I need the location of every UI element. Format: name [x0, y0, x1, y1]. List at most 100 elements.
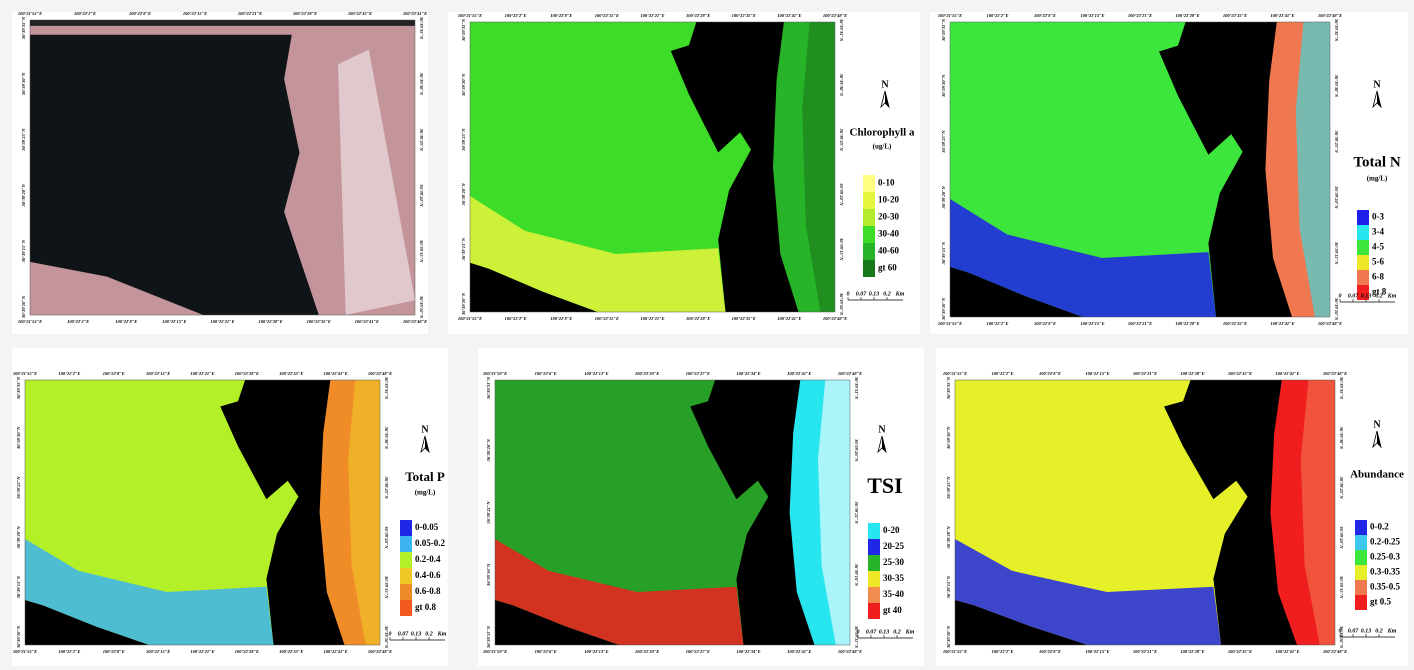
- coord-label: 100°22′6″E: [535, 371, 557, 376]
- north-label: N: [881, 79, 889, 90]
- coord-label: 36°39′10″N: [941, 297, 946, 321]
- legend-label: gt 8: [1372, 287, 1387, 297]
- coord-label: 36°39′25″N: [419, 127, 424, 151]
- scale-label: Km: [437, 631, 447, 637]
- coord-label: 100°22′28″E: [235, 649, 259, 654]
- coord-label: 100°22′41″E: [1275, 649, 1299, 654]
- coord-label: 100°22′8″E: [103, 371, 125, 376]
- coord-label: 36°39′25″N: [16, 476, 21, 500]
- legend-swatch: [1357, 210, 1369, 225]
- coord-label: 100°22′8″E: [103, 649, 125, 654]
- coord-label: 100°22′21″E: [238, 11, 262, 16]
- coord-label: 36°39′15″N: [21, 239, 26, 263]
- coord-label: 36°39′26″N: [854, 438, 859, 462]
- scale-label: 0.13: [869, 291, 880, 297]
- scale-label: 0.07: [1348, 293, 1360, 299]
- scale-label: Km: [1387, 293, 1397, 299]
- north-label: N: [1373, 419, 1381, 430]
- coord-label: 100°21′59″E: [483, 371, 507, 376]
- legend-label: 0.35-0.5: [1370, 582, 1400, 592]
- coord-label: 100°22′41″E: [323, 371, 347, 376]
- coord-label: 36°39′10″N: [946, 625, 951, 649]
- legend-label: 6-8: [1372, 272, 1384, 282]
- coord-label: 100°22′48″E: [1323, 371, 1347, 376]
- coord-label: 100°22′41″E: [787, 371, 811, 376]
- scale-label: 0.13: [1361, 293, 1372, 299]
- coord-label: 36°39′16″N: [854, 563, 859, 587]
- coord-label: 100°22′41″E: [1270, 321, 1294, 326]
- coord-label: 36°39′25″N: [1334, 129, 1339, 153]
- coord-label: 36°39′21″N: [486, 501, 491, 525]
- east-strip-inner: [1295, 22, 1330, 317]
- legend-label: 0.4-0.6: [415, 570, 441, 580]
- coord-label: 100°22′48″E: [368, 371, 392, 376]
- coord-label: 36°39′35″N: [461, 18, 466, 42]
- legend-label: 30-40: [878, 229, 899, 239]
- coord-label: 36°39′30″N: [839, 73, 844, 97]
- coord-label: 36°39′20″N: [946, 526, 951, 550]
- coord-label: 100°21′55″E: [938, 13, 962, 18]
- scale-label: 0.2: [1375, 293, 1383, 299]
- coord-label: 36°39′30″N: [946, 426, 951, 450]
- coord-label: 36°39′35″N: [1339, 376, 1344, 400]
- coord-label: 36°39′25″N: [461, 128, 466, 152]
- coord-label: 100°21′55″E: [18, 11, 42, 16]
- legend-label: 0.2-0.25: [1370, 537, 1400, 547]
- coord-label: 36°39′30″N: [1334, 74, 1339, 98]
- coord-label: 36°39′15″N: [839, 237, 844, 261]
- coord-label: 100°21′55″E: [938, 321, 962, 326]
- legend-swatch: [1355, 565, 1367, 580]
- legend-label: 0-0.05: [415, 522, 439, 532]
- legend-title: Total N: [1353, 154, 1401, 170]
- scale-label: 0.13: [1361, 628, 1372, 634]
- coord-label: 100°22′34″E: [736, 649, 760, 654]
- legend-label: 25-30: [883, 557, 904, 567]
- coord-label: 100°22′21″E: [1128, 321, 1152, 326]
- coord-label: 100°22′28″E: [293, 11, 317, 16]
- east-strip-inner: [1300, 380, 1335, 645]
- legend-swatch: [1355, 520, 1367, 535]
- coord-label: 36°39′11″N: [486, 625, 491, 649]
- scale-label: 0: [857, 629, 860, 635]
- coord-label: 36°39′20″N: [461, 183, 466, 207]
- coord-label: 36°39′10″N: [384, 625, 389, 649]
- legend-swatch: [868, 555, 880, 571]
- map-panel: 100°21′55″E 100°22′2″E 100°22′8″E 100°22′15…: [448, 12, 920, 334]
- legend-label: 0.2-0.4: [415, 554, 441, 564]
- coord-label: 100°22′28″E: [258, 319, 282, 324]
- map-frame: [494, 379, 851, 646]
- coord-label: 36°39′20″N: [1339, 525, 1344, 549]
- coord-label: 100°22′41″E: [1270, 13, 1294, 18]
- map-panel: 100°21′55″E 100°22′2″E 100°22′8″E 100°22′15…: [936, 348, 1408, 666]
- coord-label: 100°22′2″E: [58, 649, 80, 654]
- legend-swatch: [1355, 535, 1367, 550]
- coord-label: 36°39′35″N: [419, 16, 424, 40]
- legend-swatch: [863, 209, 875, 226]
- coord-label: 36°39′30″N: [1339, 426, 1344, 450]
- map-frame: [954, 379, 1336, 646]
- lake-shore-band: [955, 539, 1221, 645]
- legend-swatch: [863, 192, 875, 209]
- coord-label: 100°22′15″E: [1080, 321, 1104, 326]
- coord-label: 36°39′15″N: [419, 239, 424, 263]
- coord-label: 100°22′2″E: [58, 371, 80, 376]
- coord-label: 36°39′25″N: [946, 476, 951, 500]
- lake-shore-band: [470, 196, 726, 312]
- coord-label: 100°22′35″E: [1228, 371, 1252, 376]
- north-label: N: [878, 424, 886, 435]
- coord-label: 100°22′15″E: [162, 319, 186, 324]
- coord-label: 100°22′35″E: [348, 11, 372, 16]
- coord-label: 100°22′35″E: [1223, 321, 1247, 326]
- legend-label: 3-4: [1372, 227, 1384, 237]
- satellite-water: [30, 20, 415, 26]
- coord-label: 36°39′15″N: [16, 575, 21, 599]
- coord-label: 100°22′13″E: [584, 371, 608, 376]
- coord-label: 100°22′21″E: [640, 316, 664, 321]
- map-frame: [29, 19, 416, 316]
- coord-label: 100°22′2″E: [67, 319, 89, 324]
- legend-unit: (mg/L): [415, 489, 436, 497]
- coord-label: 36°39′25″N: [384, 475, 389, 499]
- map-panel: 100°21′55″E 100°22′2″E 100°22′8″E 100°22′15…: [12, 348, 448, 666]
- legend-swatch: [400, 552, 412, 568]
- coord-label: 36°39′30″N: [21, 72, 26, 96]
